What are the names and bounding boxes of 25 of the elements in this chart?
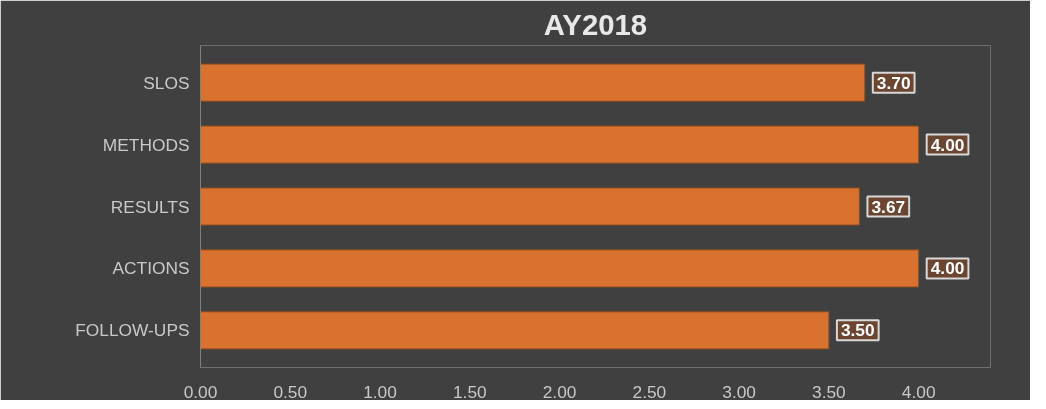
bar <box>200 187 860 226</box>
y-tick-label: METHODS <box>102 134 190 155</box>
bar <box>200 125 920 164</box>
y-tick-label: ACTIONS <box>112 258 190 279</box>
bar <box>200 249 920 288</box>
x-tick-label: 1.50 <box>452 381 487 402</box>
y-tick-label: SLOS <box>143 72 190 93</box>
data-label: 3.70 <box>876 72 911 93</box>
y-tick-label: RESULTS <box>110 196 190 217</box>
x-tick-label: 1.00 <box>363 381 397 402</box>
y-tick-label: FOLLOW-UPS <box>75 320 190 341</box>
data-label: 3.50 <box>840 320 875 341</box>
x-tick-label: 3.00 <box>722 381 757 402</box>
chart-title: AY2018 <box>543 7 648 41</box>
data-label: 3.67 <box>871 196 906 217</box>
data-label: 4.00 <box>930 134 965 155</box>
x-tick-label: 3.50 <box>812 381 846 402</box>
x-tick-label: 4.00 <box>901 381 936 402</box>
bar <box>200 63 866 102</box>
x-tick-label: 2.00 <box>542 381 577 402</box>
x-tick-label: 0.50 <box>273 381 308 402</box>
x-tick-label: 2.50 <box>632 381 667 402</box>
x-tick-label: 0.00 <box>183 381 218 402</box>
data-label: 4.00 <box>930 258 965 279</box>
bar <box>200 311 830 350</box>
